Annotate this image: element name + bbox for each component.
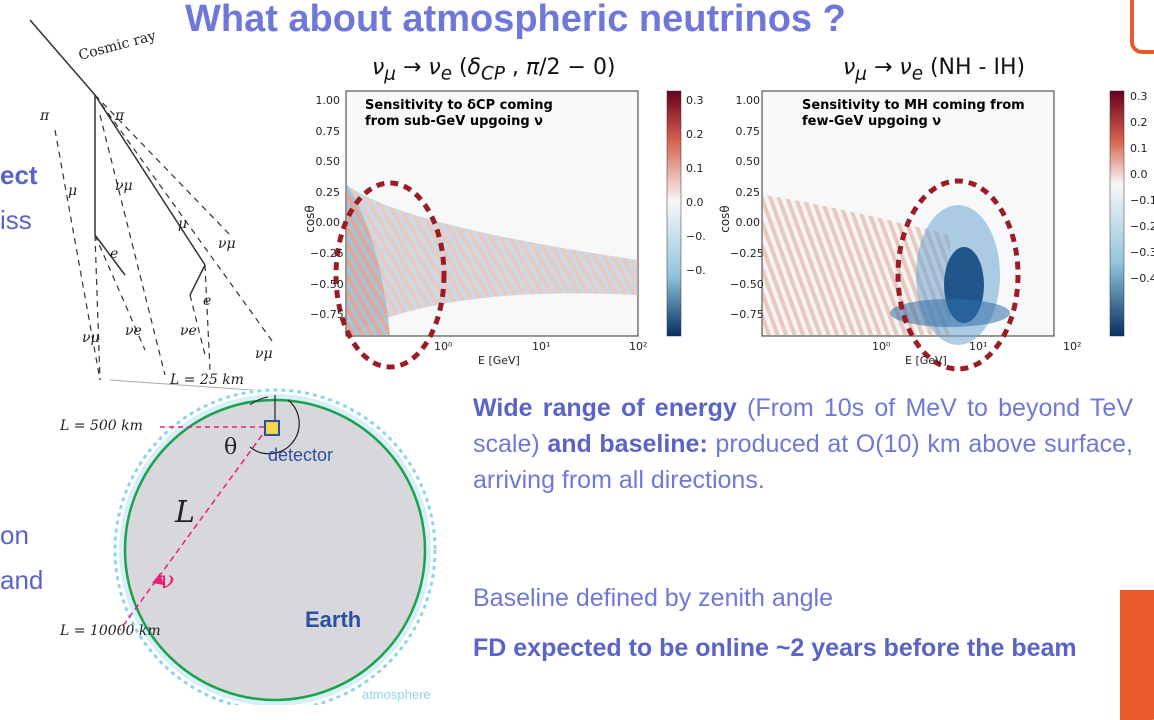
plot2-xtick: 10² [1063,340,1082,353]
cosmic-ray-label: Cosmic ray [77,28,158,64]
mu-label-1: μ [68,183,77,199]
plot1-cbar-tick: 0.2 [686,128,704,141]
plot2-cbar-tick: −0.4 [1130,272,1154,285]
plot1-ytick: −0.50 [310,277,344,291]
plot1-xtick: 10⁰ [434,340,453,353]
plot2-title: νμ → νe (NH - IH) [843,55,1026,85]
energy-baseline-paragraph: Wide range of energy (From 10s of MeV to… [473,390,1133,498]
plot2-annotation-line1: Sensitivity to MH coming from [802,98,1025,113]
plot1-cbar-tick: 0.3 [686,94,704,107]
plot2-xlabel: E [GeV] [905,354,947,367]
earth-baseline-diagram [113,388,437,705]
corner-decoration [1120,590,1154,720]
plot1-cbar-tick: 0.0 [686,196,704,209]
plot1-ytick: 1.00 [315,94,341,107]
nu-e-label-1: νe [125,323,142,339]
plot2-cbar-tick: 0.2 [1130,116,1148,129]
plot1-ytick: 0.25 [315,185,341,199]
nu-mu-label-2: νμ [218,236,236,252]
energy-bold: Wide range of energy [473,394,737,422]
plot1-cbar-tick: −0. [686,264,706,277]
zenith-paragraph: Baseline defined by zenith angle [473,584,833,612]
detector-box [264,420,280,436]
fd-paragraph: FD expected to be online ~2 years before… [473,634,1077,662]
plot1-ylabel: cosθ [302,205,317,233]
plot2-ytick: −0.50 [730,277,764,291]
plot2-ytick: −0.75 [730,308,764,322]
plot2-xtick: 10¹ [969,340,988,353]
plot2-ytick: 0.75 [735,124,761,138]
plot2-ytick: 1.00 [735,94,761,107]
plot2-cbar-tick: −0.2 [1130,220,1154,233]
plot1-annotation-line2: from sub-GeV upgoing ν [365,114,543,129]
plot2-cbar-tick: 0.3 [1130,90,1148,103]
l25-label: L = 25 km [170,372,244,388]
l10000-label: L = 10000 km [60,623,161,639]
plot1-cbar-tick: −0. [686,230,706,243]
plot1-xtick: 10¹ [532,340,551,353]
plot1-xtick: 10² [629,340,648,353]
e-label-1: e [110,246,118,262]
nu-mu-label-3: νμ [82,330,100,346]
left-fragment-4: and [0,565,44,595]
atmosphere-label: atmosphere [362,687,431,702]
theta-label: θ [224,435,238,460]
nu-label: ν [160,566,175,594]
plot2-cbar-tick: 0.1 [1130,142,1148,155]
plot2-ytick: 0.00 [735,216,761,230]
plot1-ytick: −0.25 [310,246,344,260]
plot1-ytick: 0.00 [315,216,341,230]
baseline-text: produced at O(10) km above surface, arri… [473,430,1134,494]
nu-mu-label-1: νμ [115,178,133,194]
plot1-ytick: 0.75 [315,124,341,138]
pi-label-1: π [39,108,50,124]
plot1-ytick: −0.75 [310,308,344,322]
mu-label-2: μ [178,216,187,232]
plot1-ytick: 0.50 [315,155,341,169]
earth-label: Earth [305,607,362,632]
plot1-title: νμ → νe (δCP , π/2 − 0) [372,55,616,85]
corner-bracket-decoration [1130,0,1154,54]
left-fragment-2: iss [0,205,32,235]
plot2-ytick: −0.25 [730,246,764,260]
plot2-ylabel: cosθ [717,205,732,233]
left-fragment-1: ect [0,160,38,190]
plot1-annotation-line1: Sensitivity to δCP coming [365,98,553,113]
plot2-cbar-tick: −0.3 [1130,246,1154,259]
plot2-heatmap: Sensitivity to MH coming from few-GeV up… [761,90,1125,372]
plot1-heatmap: Sensitivity to δCP coming from sub-GeV u… [333,90,682,370]
slide-title: What about atmospheric neutrinos ? [185,0,846,40]
plot2-annotation-line2: few-GeV upgoing ν [802,114,941,129]
plot1-colorbar-ticks: 0.3 0.2 0.1 0.0 −0. −0. [686,84,706,288]
plot1-xlabel: E [GeV] [478,354,520,367]
plot2-cbar-tick: −0.1 [1130,194,1154,207]
nu-mu-label-4: νμ [255,346,273,362]
pi-label-2: π [114,108,125,124]
plot2-ytick: 0.25 [735,185,761,199]
plot2-xtick: 10⁰ [872,340,891,353]
left-fragment-3: on [0,520,29,550]
energy-text: (From 10s of MeV to beyond TeV scale) [473,394,1133,458]
l500-label: L = 500 km [60,418,143,434]
nu-e-label-2: νe [180,323,197,339]
baseline-bold: and baseline: [547,430,708,458]
cosmic-ray-shower-diagram: Cosmic ray π π μ νμ μ νμ e e νμ νe νe νμ [29,19,276,390]
plot1-cbar-tick: 0.1 [686,162,704,175]
plot1-yticks: 1.00 0.75 0.50 0.25 0.00 −0.25 −0.50 −0.… [310,86,344,331]
detector-label: detector [268,445,334,465]
plot2-colorbar-ticks: 0.3 0.2 0.1 0.0 −0.1 −0.2 −0.3 −0.4 [1130,84,1154,292]
plot2-yticks: 1.00 0.75 0.50 0.25 0.00 −0.25 −0.50 −0.… [730,86,764,331]
plot2-cbar-tick: 0.0 [1130,168,1148,181]
e-label-2: e [203,293,211,309]
baseline-L-label: L [175,495,195,530]
plot2-ytick: 0.50 [735,155,761,169]
